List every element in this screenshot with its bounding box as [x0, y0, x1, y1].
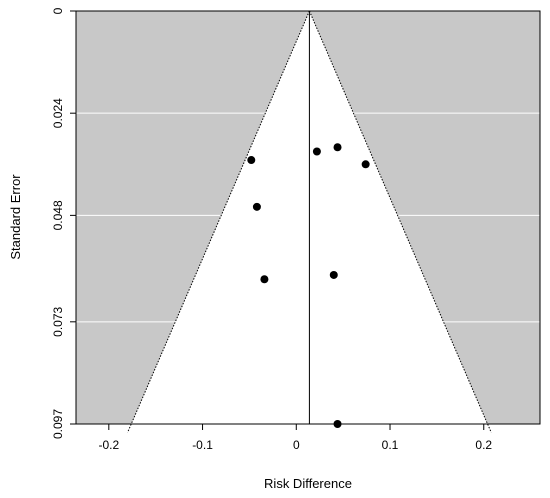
data-point [247, 156, 256, 165]
x-tick-label: 0.1 [382, 438, 399, 452]
y-tick-label: 0.024 [51, 98, 65, 128]
x-tick-label: -0.1 [192, 438, 213, 452]
x-tick-label: -0.2 [98, 438, 119, 452]
data-point [361, 160, 370, 169]
data-point [312, 147, 321, 156]
x-axis: -0.2 -0.1 0 0.1 0.2 [98, 424, 492, 452]
y-tick-label: 0.073 [51, 306, 65, 336]
x-tick-label: 0 [293, 438, 300, 452]
data-point [252, 202, 261, 211]
y-tick-label: 0.097 [51, 409, 65, 439]
plot-border [75, 10, 541, 425]
y-axis: 0 0.024 0.048 0.073 0.097 [51, 7, 76, 439]
data-point [260, 275, 269, 284]
y-tick-label: 0 [51, 7, 65, 14]
x-tick-label: 0.2 [475, 438, 492, 452]
y-axis-label: Standard Error [8, 174, 23, 260]
y-tick-label: 0.048 [51, 200, 65, 230]
x-axis-label: Risk Difference [264, 476, 352, 491]
data-point [333, 143, 342, 152]
data-point [329, 270, 338, 279]
